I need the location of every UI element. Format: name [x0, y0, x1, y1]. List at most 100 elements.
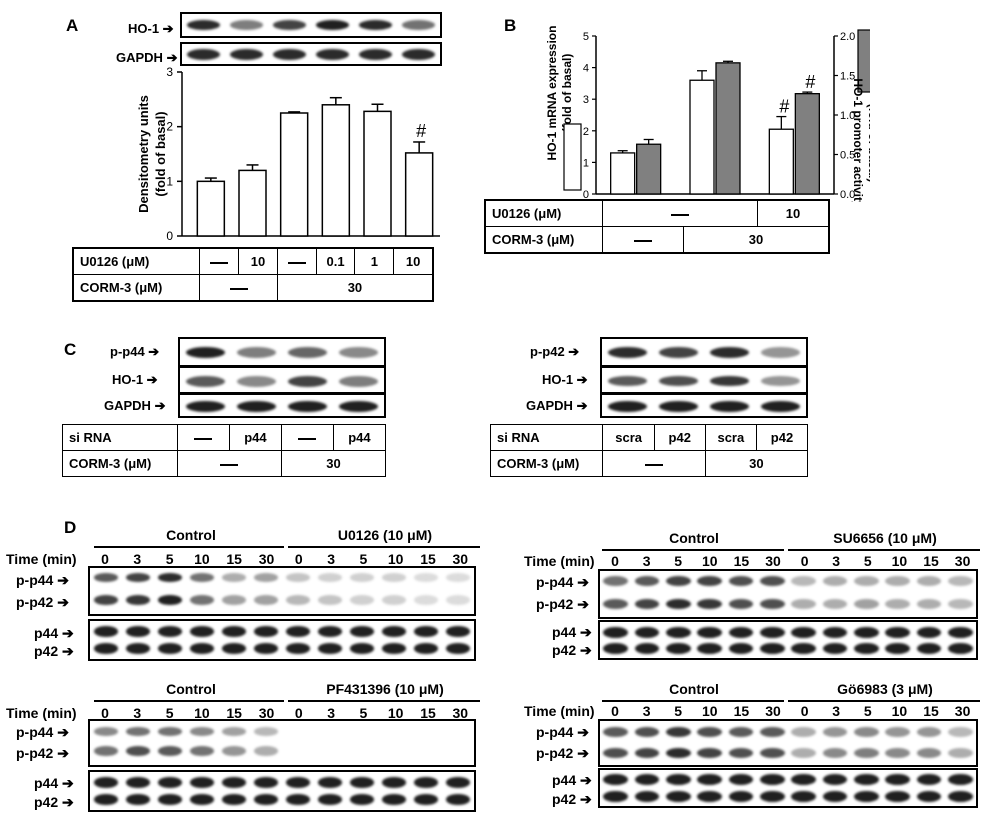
blot-band: [885, 643, 910, 654]
blot-band: [381, 573, 407, 582]
group-control-d4: Control: [669, 681, 719, 697]
gapdh-label-c: GAPDH ➔: [104, 398, 166, 413]
blot-band: [381, 626, 407, 637]
pp42-text: p-p42: [16, 745, 54, 761]
group-line: [94, 700, 284, 702]
y-tick-label: 4: [583, 63, 589, 75]
dash-symbol: [287, 261, 306, 264]
blot-total-d1: [88, 619, 476, 661]
blot-band: [236, 347, 277, 358]
blot-band: [93, 746, 119, 756]
y-axis-label: (fold of basal): [560, 54, 574, 133]
dash-symbol: [671, 213, 689, 216]
bar: [794, 93, 820, 195]
blot-band: [381, 595, 407, 605]
time-point: 10: [891, 553, 908, 569]
ho1-label-a: HO-1 ➔: [128, 21, 174, 36]
cell-sirna-2: p44: [228, 424, 282, 451]
group-line: [602, 549, 784, 551]
time-point: 15: [226, 551, 242, 567]
time-point: 0: [611, 553, 619, 569]
blot-band: [728, 727, 754, 737]
blot-band: [285, 643, 311, 654]
blot-band: [445, 777, 471, 788]
blot-band: [285, 573, 311, 582]
blot-band: [697, 576, 722, 586]
blot-band: [221, 626, 247, 637]
blot-band: [93, 794, 119, 805]
blot-pp42-c: [600, 337, 808, 367]
blot-band: [697, 643, 722, 654]
blot-band: [728, 791, 754, 802]
y-tick-label: 3: [583, 94, 589, 106]
blot-band: [189, 595, 215, 605]
blot-band: [791, 774, 816, 785]
time-point: 10: [702, 553, 718, 569]
pp44-text: p-p44: [110, 344, 145, 359]
y-tick-label: 1: [583, 157, 589, 169]
blot-band: [157, 794, 183, 805]
pp42-label-d1: p-p42 ➔: [16, 594, 69, 610]
table-a: U0126 (μM) 10 0.1 1 10 CORM-3 (μM) 30: [72, 247, 434, 302]
blot-band: [253, 573, 279, 582]
time-point: 3: [832, 553, 841, 569]
blot-band: [236, 376, 277, 387]
blot-band: [285, 777, 311, 788]
blot-band: [634, 599, 660, 609]
blot-band: [229, 20, 264, 30]
blot-band: [349, 643, 375, 654]
group-inhibitor-d1: U0126 (10 μM): [337, 527, 433, 543]
blot-band: [607, 347, 648, 358]
group-control-d3: Control: [166, 681, 216, 697]
blot-band: [603, 627, 628, 638]
blot-band: [253, 643, 279, 654]
p42-label-d4: p42 ➔: [552, 791, 592, 807]
pp44-text: p-p44: [16, 724, 54, 740]
cell-u0126-5: 1: [354, 247, 395, 275]
blot-band: [286, 746, 311, 756]
u0126-header-b: U0126 (μM): [484, 199, 603, 227]
panel-d-label: D: [64, 518, 77, 537]
time-point: 15: [923, 703, 939, 719]
blot-band: [854, 599, 879, 609]
blot-band: [272, 49, 307, 60]
cell-u0126-low-b: [602, 199, 758, 227]
panel-c-label: C: [64, 340, 77, 359]
time-point: 0: [800, 703, 809, 719]
chart-a: 0 1 2 3 Densitometry units (fold of basal) #: [136, 65, 440, 243]
time-point: 5: [165, 705, 174, 721]
blot-band: [338, 347, 379, 358]
blot-band: [634, 791, 660, 802]
blot-gapdh-c: [178, 393, 386, 418]
blot-band: [603, 791, 628, 802]
blot-band: [697, 727, 722, 737]
sirna-header: si RNA: [62, 424, 178, 451]
pp42-label-d4: p-p42 ➔: [536, 745, 589, 761]
time-point: 5: [863, 703, 872, 719]
u0126-header: U0126 (μM): [72, 247, 201, 275]
blot-band: [885, 791, 910, 802]
time-point: 0: [294, 705, 303, 721]
pp42-text: p-p42: [536, 745, 574, 761]
blot-band: [350, 746, 375, 756]
blot-band: [125, 643, 151, 654]
time-point: 3: [133, 551, 142, 567]
blot-band: [697, 748, 722, 758]
blot-band: [709, 347, 750, 358]
bar: [636, 143, 662, 195]
blot-band: [666, 748, 691, 758]
p42-label-d1: p42 ➔: [34, 643, 74, 659]
blot-band: [157, 727, 183, 736]
cell-sirna-c2-4: p42: [755, 424, 809, 451]
blot-band: [634, 727, 660, 737]
pp42-label-d2: p-p42 ➔: [536, 596, 589, 612]
blot-band: [315, 49, 350, 60]
p42-label-d2: p42 ➔: [552, 642, 592, 658]
blot-band: [318, 727, 343, 736]
blot-band: [236, 401, 277, 412]
significance-mark: #: [779, 97, 789, 117]
group-line: [788, 700, 980, 702]
blot-band: [446, 727, 471, 736]
blot-band: [791, 643, 816, 654]
cell-u0126-3: [276, 247, 317, 275]
